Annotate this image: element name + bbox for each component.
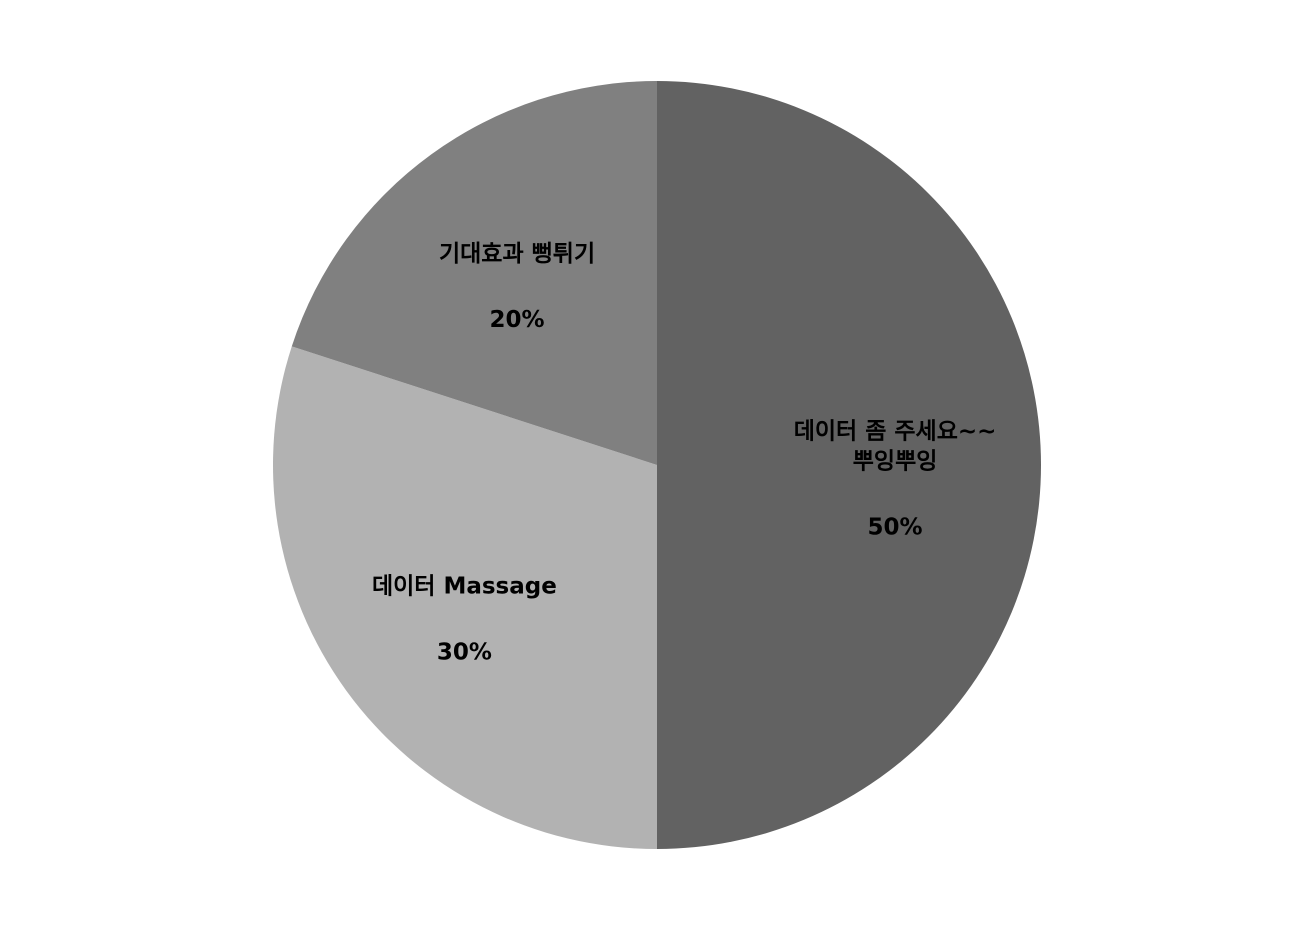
pie-slice	[291, 81, 657, 465]
pie-labels: 데이터 좀 주세요~~ 뿌잉뿌잉 50% 데이터 Massage 30% 기대효과 뻥튀기…	[372, 241, 996, 666]
slice-label: 기대효과 뻥튀기 20%	[439, 241, 595, 333]
slice-label: 데이터 좀 주세요~~ 뿌잉뿌잉 50%	[794, 419, 997, 541]
slice-category-label: 데이터 Massage	[372, 573, 557, 599]
pie-slices	[273, 81, 1041, 849]
slice-category-label: 데이터 좀 주세요~~	[794, 419, 997, 445]
slice-value-label: 50%	[868, 515, 923, 541]
slice-value-label: 20%	[490, 307, 545, 333]
pie-slice	[273, 346, 657, 849]
slice-value-label: 30%	[437, 639, 492, 665]
slice-category-label: 기대효과 뻥튀기	[439, 241, 595, 267]
slice-category-label: 뿌잉뿌잉	[853, 449, 938, 475]
pie-slice	[657, 81, 1041, 849]
slice-label: 데이터 Massage 30%	[372, 573, 557, 665]
